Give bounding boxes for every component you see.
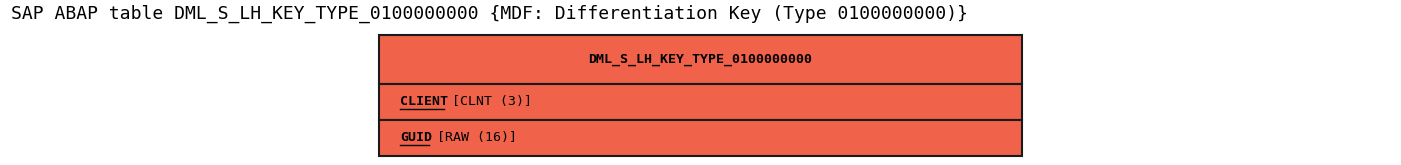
Text: SAP ABAP table DML_S_LH_KEY_TYPE_0100000000 {MDF: Differentiation Key (Type 0100: SAP ABAP table DML_S_LH_KEY_TYPE_0100000…: [11, 5, 968, 23]
Bar: [378, 84, 1023, 120]
Text: DML_S_LH_KEY_TYPE_0100000000: DML_S_LH_KEY_TYPE_0100000000: [588, 53, 813, 66]
Text: [RAW (16)]: [RAW (16)]: [429, 131, 517, 144]
Text: CLIENT: CLIENT: [399, 96, 448, 108]
Bar: [378, 35, 1023, 84]
Bar: [378, 120, 1023, 155]
Text: GUID: GUID: [399, 131, 432, 144]
Text: [CLNT (3)]: [CLNT (3)]: [444, 96, 531, 108]
